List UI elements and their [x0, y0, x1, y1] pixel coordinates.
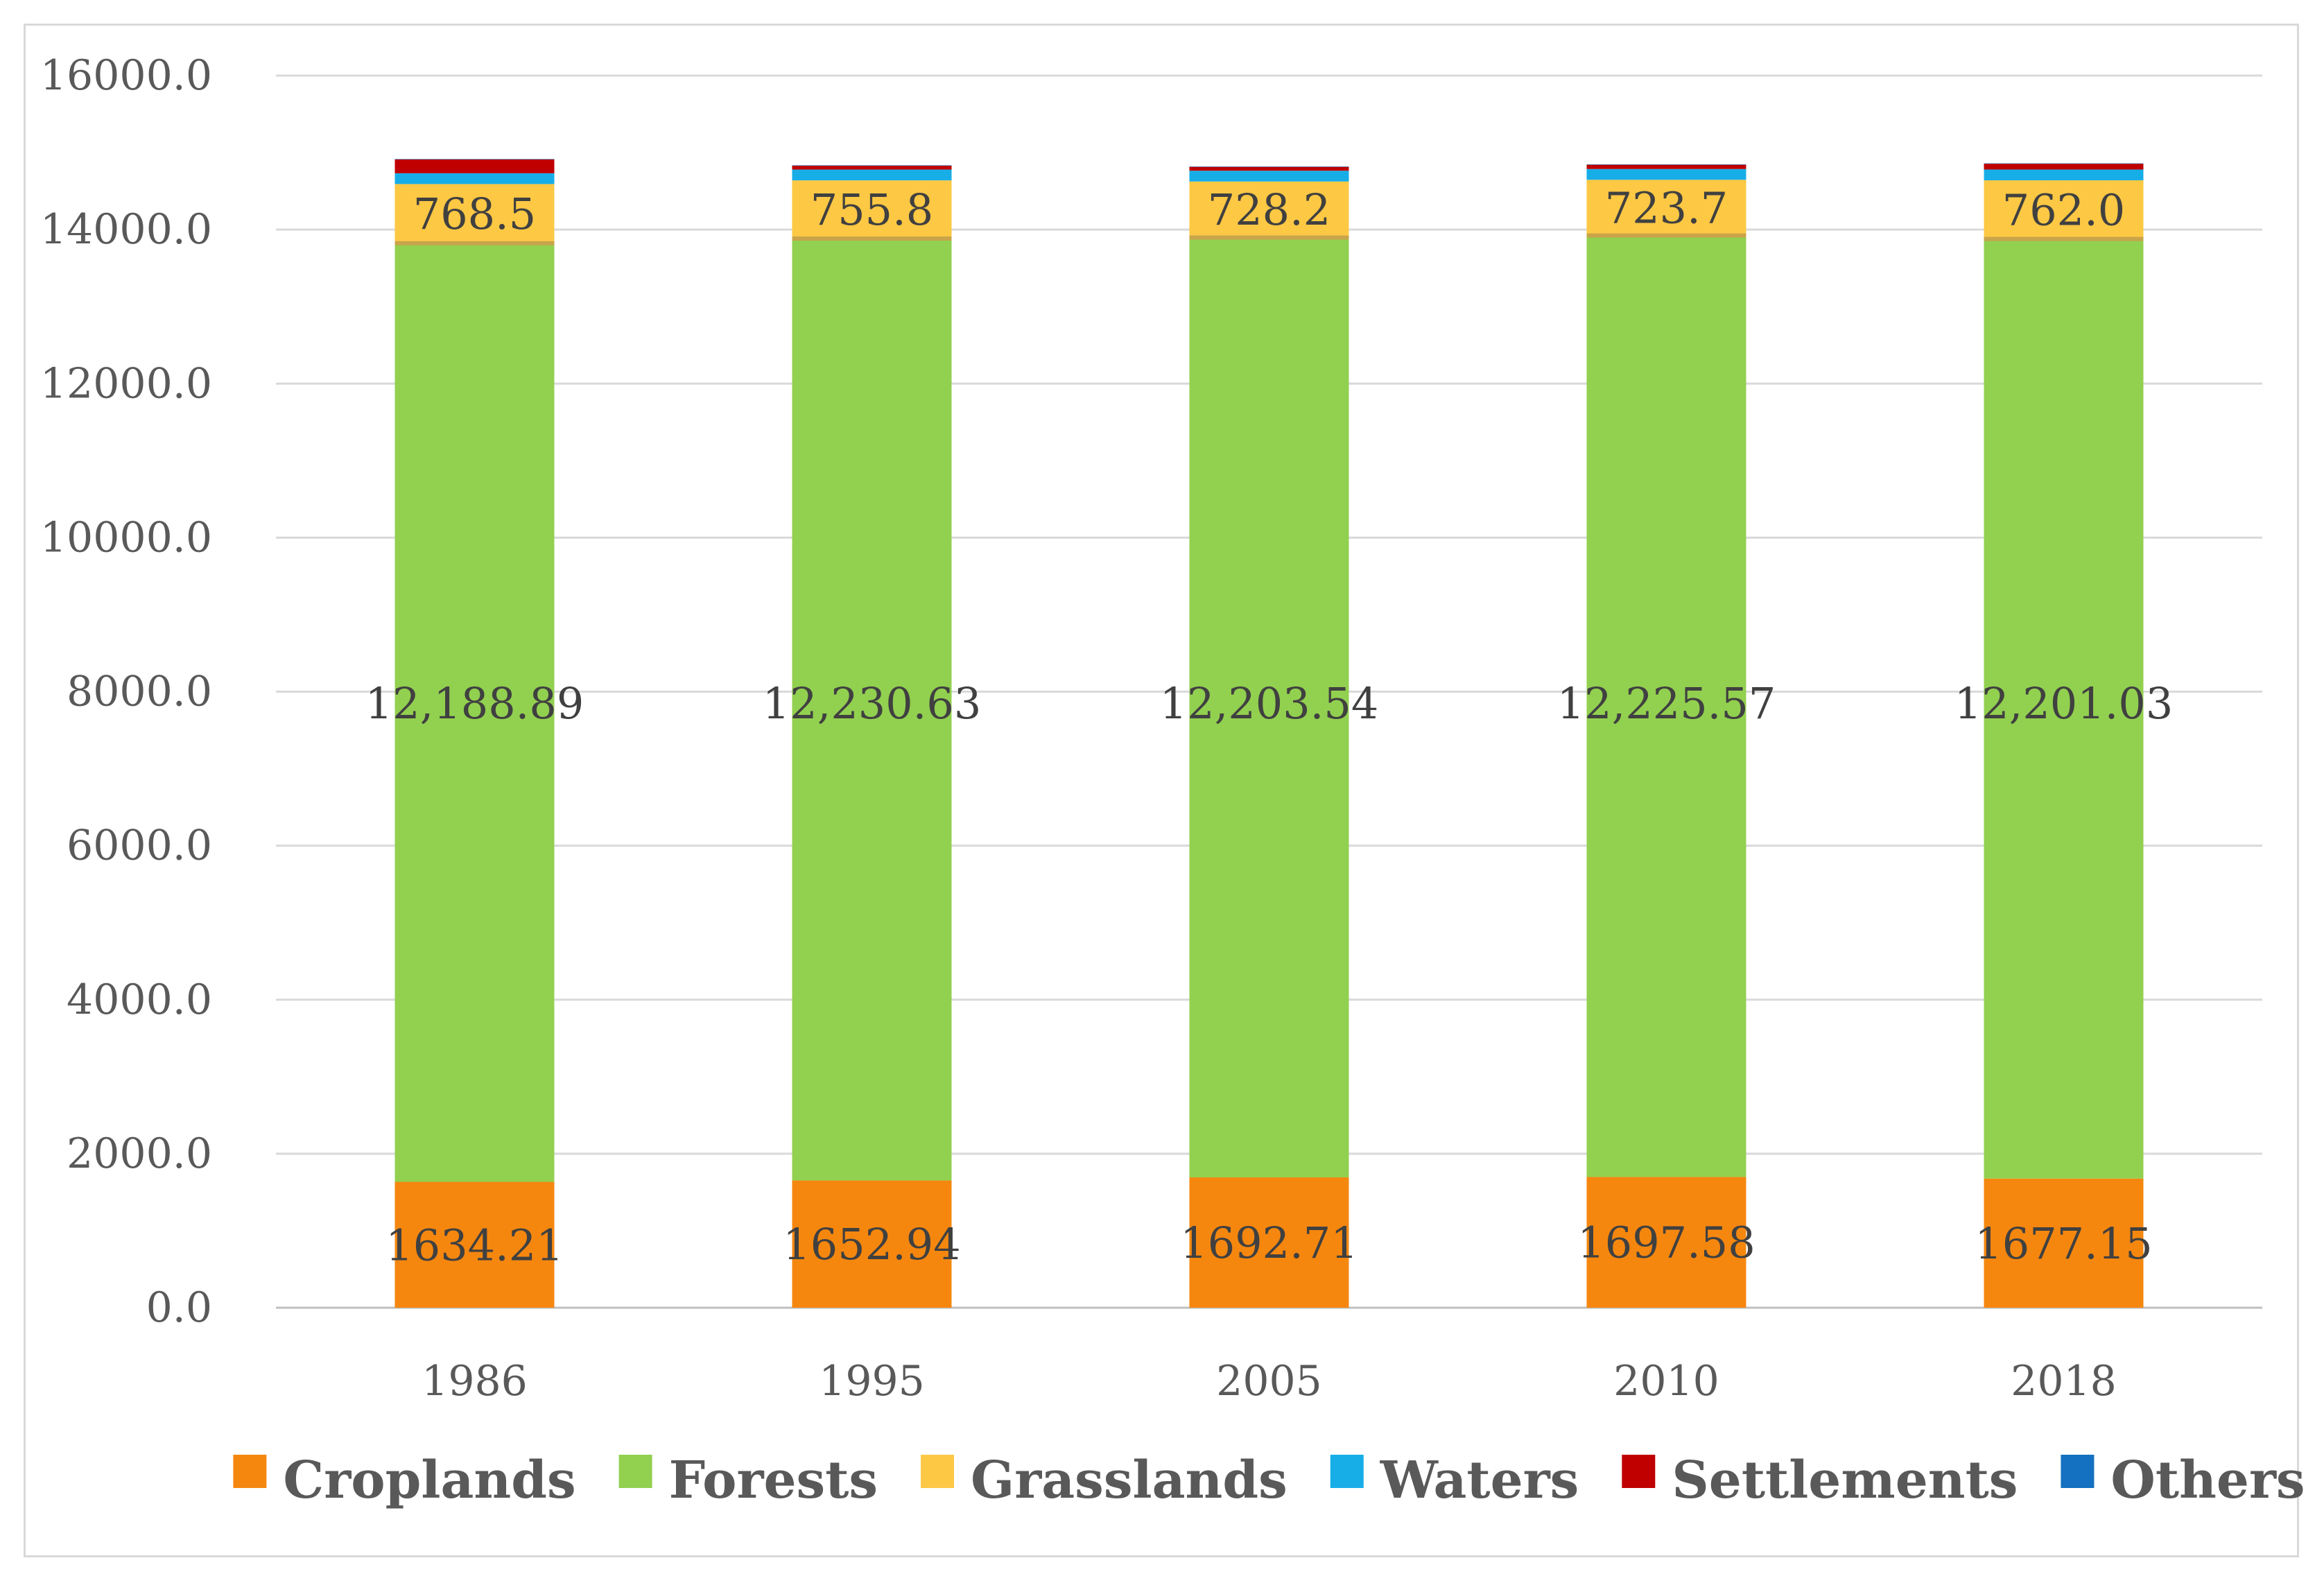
data-labels: 1634.21 1652.94 1692.71 1697.58 1677.15 12,18…	[365, 182, 2174, 1270]
bar-croplands-1986	[394, 1182, 555, 1308]
legend-label-forests: Forests	[669, 1451, 878, 1510]
bar-settlements-2010	[1586, 164, 1746, 169]
bar-forests-1986	[394, 243, 555, 1182]
bar-forests-2005	[1189, 237, 1349, 1178]
x-tick-label-1995: 1995	[819, 1357, 925, 1405]
data-label-forests-2010: 12,225.57	[1557, 678, 1776, 729]
bar-settlements-2018	[1984, 164, 2144, 170]
bar-waters-2005	[1189, 171, 1349, 182]
legend-item-settlements: Settlements	[1622, 1451, 2018, 1510]
legend-item-forests: Forests	[618, 1451, 878, 1510]
bar-others-1995	[792, 165, 952, 166]
bar-settlements-2005	[1189, 166, 1349, 171]
bar-grasslands-2010	[1586, 180, 1746, 236]
data-label-croplands-1986: 1634.21	[385, 1220, 563, 1270]
y-tick-label: 2000.0	[67, 1130, 212, 1178]
data-label-grasslands-2010: 723.7	[1605, 182, 1728, 233]
bar-croplands-2010	[1586, 1177, 1746, 1308]
legend-label-others: Others	[2110, 1451, 2305, 1510]
y-tick-label: 4000.0	[67, 976, 212, 1024]
bar-waters-1995	[792, 169, 952, 181]
x-tick-label-2005: 2005	[1216, 1357, 1322, 1405]
bar-settlements-1986	[394, 159, 555, 173]
y-tick-label: 8000.0	[67, 668, 212, 716]
legend-item-grasslands: Grasslands	[921, 1451, 1287, 1510]
bars	[394, 159, 2144, 1308]
legend-swatch-croplands	[233, 1455, 267, 1488]
x-axis-ticks: 1986 1995 2005 2010 2018	[422, 1357, 2117, 1405]
data-label-forests-2018: 12,201.03	[1954, 678, 2174, 729]
bar-waters-2018	[1984, 169, 2144, 181]
y-tick-label: 16000.0	[40, 51, 212, 100]
bar-grasslands-1995	[792, 180, 952, 239]
bar-forests-2010	[1586, 235, 1746, 1177]
bar-waters-2010	[1586, 168, 1746, 180]
bar-forests-2018	[1984, 239, 2144, 1179]
legend: Croplands Forests Grasslands Waters Settleme…	[233, 1451, 2305, 1510]
y-tick-label: 10000.0	[40, 513, 212, 562]
data-label-grasslands-2018: 762.0	[2002, 184, 2126, 235]
x-tick-label-2018: 2018	[2011, 1357, 2117, 1405]
bar-grasslands-2018	[1984, 180, 2144, 239]
data-label-croplands-2018: 1677.15	[1975, 1218, 2152, 1269]
bar-others-2005	[1189, 166, 1349, 167]
y-axis-ticks: 0.0 2000.0 4000.0 6000.0 8000.0 10000.0 12000.…	[40, 51, 212, 1332]
bar-croplands-2005	[1189, 1177, 1349, 1308]
legend-item-waters: Waters	[1330, 1451, 1579, 1510]
bar-grasslands-2005	[1189, 181, 1349, 238]
y-tick-label: 14000.0	[40, 205, 212, 254]
x-tick-label-1986: 1986	[422, 1357, 528, 1405]
legend-label-croplands: Croplands	[283, 1451, 575, 1510]
data-label-grasslands-1995: 755.8	[810, 184, 934, 235]
data-label-grasslands-1986: 768.5	[413, 189, 537, 239]
legend-item-croplands: Croplands	[233, 1451, 576, 1510]
bar-croplands-1995	[792, 1180, 952, 1308]
y-tick-label: 12000.0	[40, 359, 212, 408]
y-tick-label: 0.0	[146, 1283, 212, 1332]
legend-swatch-forests	[618, 1455, 652, 1488]
y-tick-label: 6000.0	[67, 822, 212, 870]
legend-label-grasslands: Grasslands	[971, 1451, 1287, 1510]
data-label-grasslands-2005: 728.2	[1208, 184, 1331, 235]
bar-croplands-2018	[1984, 1178, 2144, 1308]
bar-settlements-1995	[792, 166, 952, 170]
legend-item-others: Others	[2061, 1451, 2305, 1510]
bar-grasslands-1986	[394, 184, 555, 243]
x-tick-label-2010: 2010	[1613, 1357, 1719, 1405]
bar-others-2010	[1586, 164, 1746, 165]
data-label-forests-2005: 12,203.54	[1160, 678, 1379, 729]
legend-swatch-others	[2061, 1455, 2095, 1488]
legend-label-waters: Waters	[1380, 1451, 1579, 1510]
data-label-croplands-1995: 1652.94	[783, 1219, 960, 1270]
legend-label-settlements: Settlements	[1672, 1451, 2018, 1510]
data-label-forests-1986: 12,188.89	[365, 678, 584, 729]
data-label-forests-1995: 12,230.63	[763, 678, 982, 729]
legend-swatch-waters	[1330, 1455, 1364, 1488]
legend-swatch-grasslands	[921, 1455, 955, 1488]
bar-forests-1995	[792, 239, 952, 1181]
data-label-croplands-2005: 1692.71	[1180, 1218, 1358, 1268]
bar-waters-1986	[394, 173, 555, 184]
legend-swatch-settlements	[1622, 1455, 1656, 1488]
data-label-croplands-2010: 1697.58	[1577, 1218, 1755, 1268]
